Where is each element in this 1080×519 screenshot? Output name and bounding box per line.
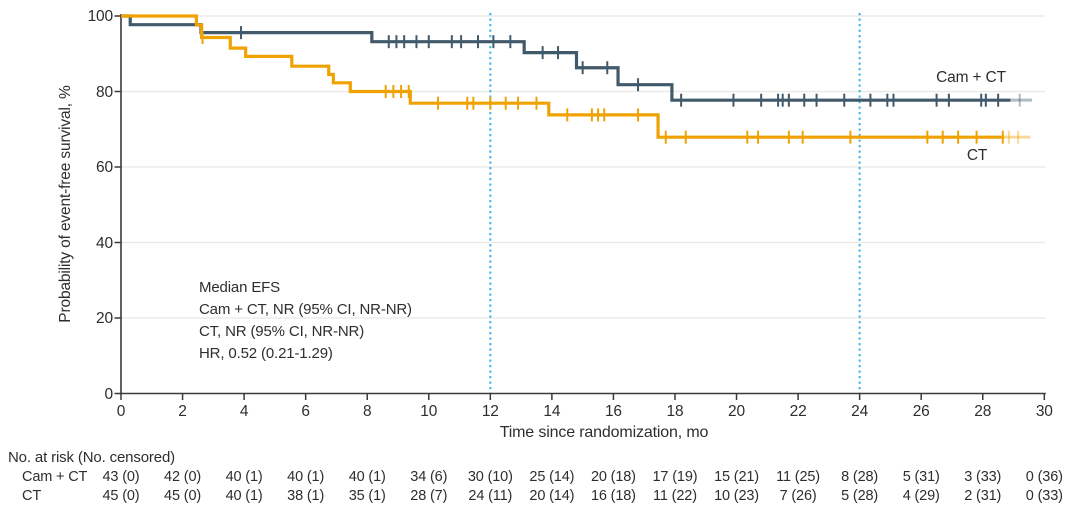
x-tick-label-24: 24 bbox=[851, 403, 869, 420]
y-tick-label-100: 100 bbox=[87, 8, 114, 25]
risk-value-ct-0mo: 45 (0) bbox=[102, 488, 140, 504]
x-tick-label-2: 2 bbox=[178, 403, 187, 420]
risk-value-cam-ct-0mo: 43 (0) bbox=[102, 469, 140, 485]
risk-value-cam-ct-20mo: 15 (21) bbox=[714, 469, 759, 485]
risk-value-cam-ct-12mo: 30 (10) bbox=[467, 469, 513, 485]
risk-value-ct-28mo: 2 (31) bbox=[964, 488, 1002, 504]
risk-value-ct-14mo: 20 (14) bbox=[529, 488, 575, 504]
risk-value-ct-24mo: 5 (28) bbox=[841, 488, 879, 504]
risk-value-ct-10mo: 28 (7) bbox=[410, 488, 448, 504]
risk-value-ct-22mo: 7 (26) bbox=[779, 488, 817, 504]
risk-table-row-cam-ct: Cam + CT 43 (0) 42 (0) 40 (1) 40 (1) 40 (1) 3… bbox=[0, 469, 1080, 487]
risk-value-cam-ct-6mo: 40 (1) bbox=[287, 469, 325, 485]
x-tick-label-20: 20 bbox=[728, 403, 746, 420]
risk-value-ct-8mo: 35 (1) bbox=[348, 488, 386, 504]
curve-label-cam-ct: Cam + CT bbox=[936, 69, 1006, 86]
risk-value-cam-ct-2mo: 42 (0) bbox=[164, 469, 202, 485]
risk-value-cam-ct-22mo: 11 (25) bbox=[776, 469, 820, 485]
risk-value-cam-ct-18mo: 17 (19) bbox=[652, 469, 698, 485]
annotation-line-median-efs: Median EFS bbox=[199, 279, 281, 296]
risk-value-cam-ct-16mo: 20 (18) bbox=[590, 469, 636, 485]
risk-value-ct-30mo: 0 (33) bbox=[1025, 488, 1063, 504]
risk-value-cam-ct-14mo: 25 (14) bbox=[529, 469, 575, 485]
y-tick-label-20: 20 bbox=[96, 310, 113, 327]
risk-value-cam-ct-26mo: 5 (31) bbox=[902, 469, 940, 485]
x-tick-label-0: 0 bbox=[116, 403, 126, 420]
risk-row-label-cam-ct: Cam + CT bbox=[22, 469, 88, 485]
y-tick-label-0: 0 bbox=[104, 385, 114, 403]
x-axis-title: Time since randomization, mo bbox=[499, 424, 709, 441]
annotation-line-camct: Cam + CT, NR (95% CI, NR-NR) bbox=[199, 301, 412, 318]
y-tick-label-60: 60 bbox=[96, 159, 113, 176]
curve-label-ct: CT bbox=[966, 147, 988, 164]
km-curve-cam-ct bbox=[121, 14, 1011, 102]
x-tick-label-14: 14 bbox=[543, 403, 561, 420]
risk-value-cam-ct-8mo: 40 (1) bbox=[348, 469, 386, 485]
y-tick-label-40: 40 bbox=[96, 234, 113, 252]
x-tick-label-10: 10 bbox=[420, 403, 438, 420]
risk-value-cam-ct-24mo: 8 (28) bbox=[841, 469, 879, 485]
risk-value-cam-ct-28mo: 3 (33) bbox=[964, 469, 1002, 485]
risk-value-ct-6mo: 38 (1) bbox=[287, 488, 325, 504]
x-tick-label-8: 8 bbox=[362, 403, 372, 420]
risk-value-ct-18mo: 11 (22) bbox=[653, 488, 697, 504]
x-tick-label-4: 4 bbox=[239, 403, 249, 420]
x-tick-label-16: 16 bbox=[604, 403, 622, 420]
risk-value-ct-26mo: 4 (29) bbox=[902, 488, 940, 504]
risk-value-ct-2mo: 45 (0) bbox=[164, 488, 202, 504]
risk-table-header: No. at risk (No. censored) bbox=[8, 449, 175, 466]
annotation-line-hr: HR, 0.52 (0.21-1.29) bbox=[199, 345, 333, 362]
risk-value-ct-12mo: 24 (11) bbox=[468, 488, 513, 504]
annotation-line-ct: CT, NR (95% CI, NR-NR) bbox=[199, 323, 365, 340]
x-tick-label-18: 18 bbox=[666, 403, 684, 420]
x-tick-label-28: 28 bbox=[974, 403, 992, 420]
x-tick-label-26: 26 bbox=[912, 403, 930, 420]
median-efs-annotation: Median EFS Cam + CT, NR (95% CI, NR-NR) … bbox=[199, 277, 412, 365]
y-tick-label-80: 80 bbox=[96, 83, 113, 101]
risk-value-cam-ct-4mo: 40 (1) bbox=[225, 469, 263, 485]
y-axis-title: Probability of event-free survival, % bbox=[57, 85, 74, 323]
risk-value-cam-ct-10mo: 34 (6) bbox=[410, 469, 448, 485]
x-tick-label-12: 12 bbox=[481, 403, 499, 420]
risk-value-ct-20mo: 10 (23) bbox=[714, 488, 759, 504]
risk-value-ct-4mo: 40 (1) bbox=[225, 488, 263, 504]
x-tick-label-6: 6 bbox=[301, 403, 310, 420]
risk-value-ct-16mo: 16 (18) bbox=[590, 488, 636, 504]
risk-value-cam-ct-30mo: 0 (36) bbox=[1025, 469, 1063, 485]
x-tick-label-30: 30 bbox=[1035, 403, 1053, 420]
risk-row-label-ct: CT bbox=[22, 488, 42, 504]
x-tick-label-22: 22 bbox=[789, 403, 807, 420]
risk-table-row-ct: CT 45 (0) 45 (0) 40 (1) 38 (1) 35 (1) 28 (7) 2… bbox=[0, 488, 1080, 506]
